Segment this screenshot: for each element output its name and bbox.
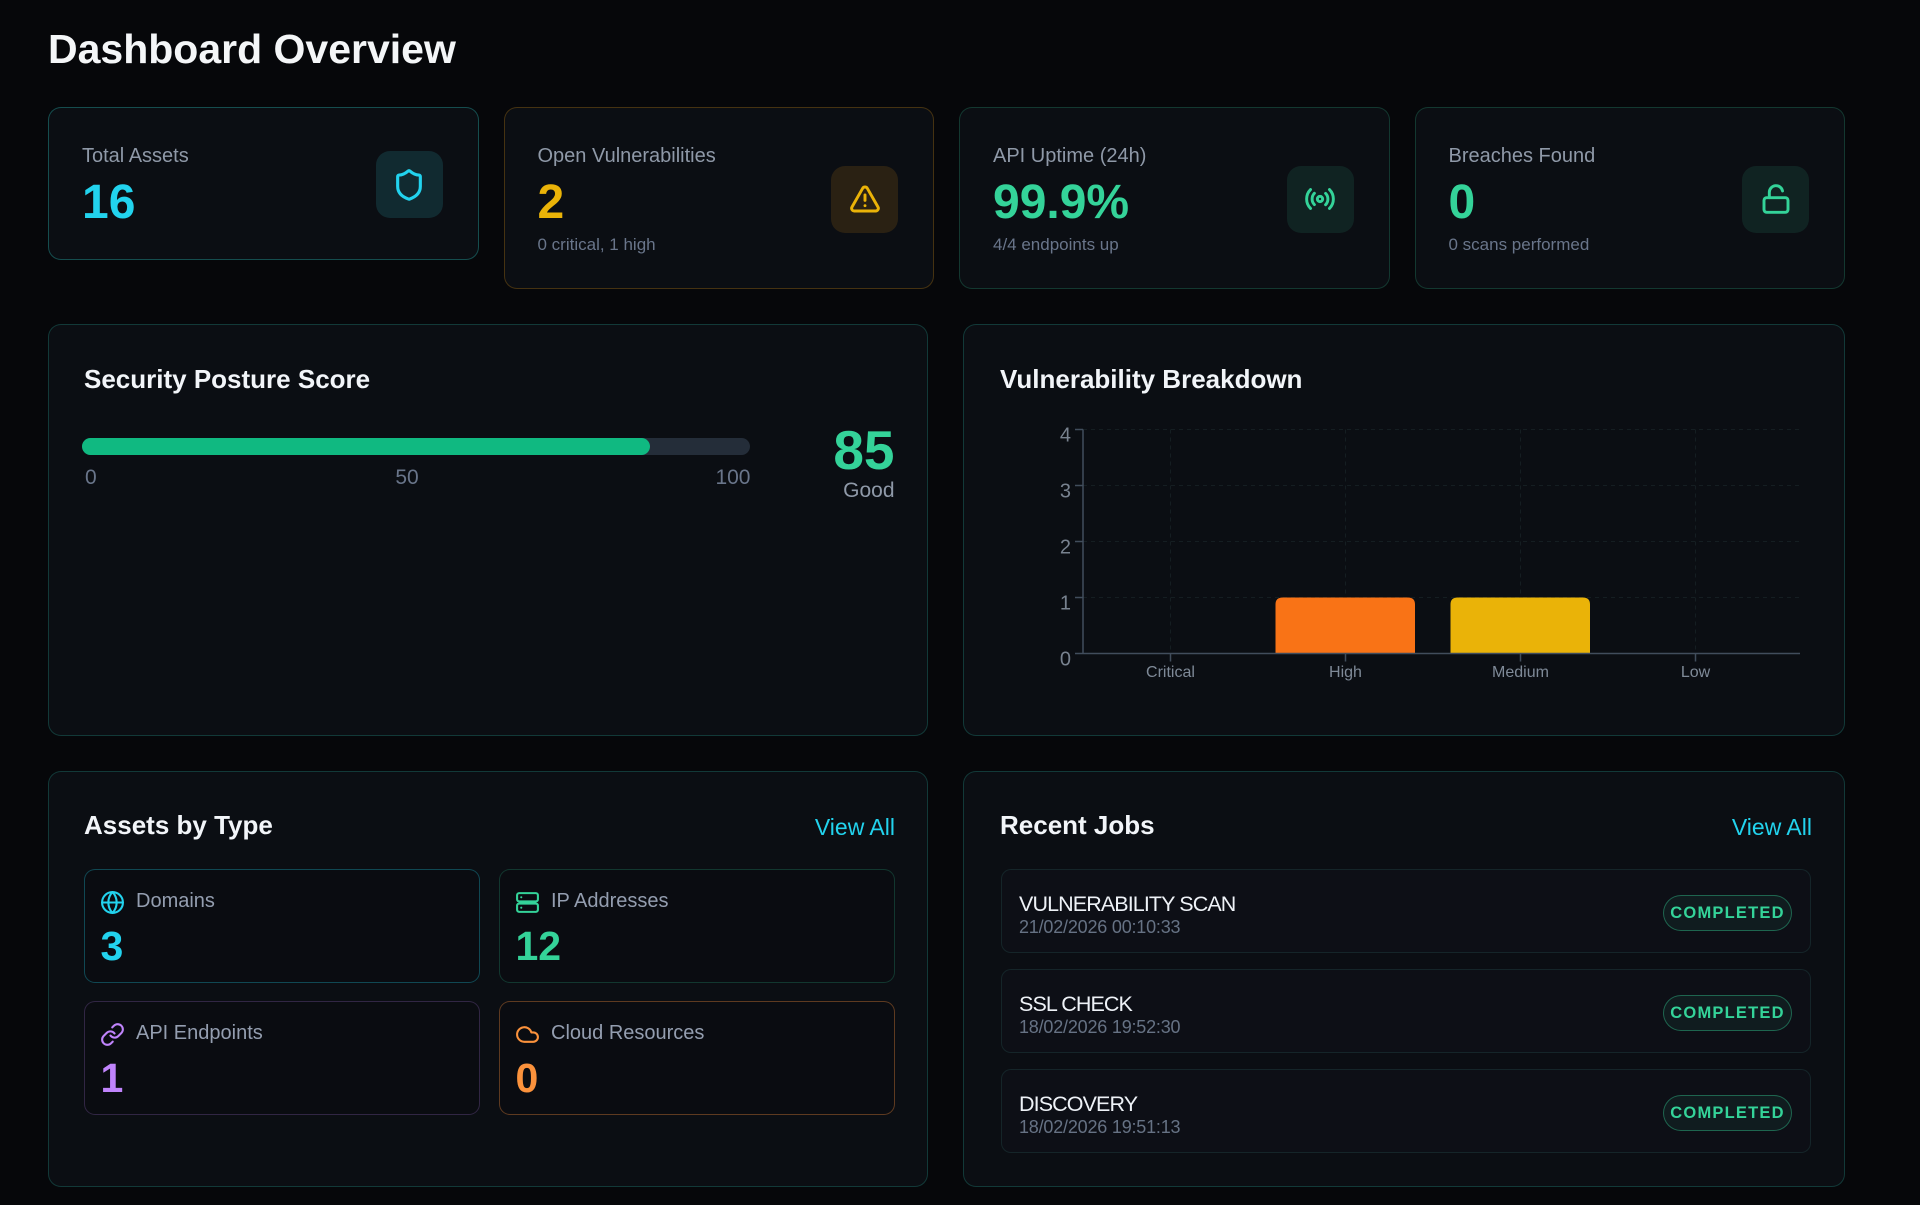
svg-text:1: 1	[1060, 592, 1071, 614]
svg-text:Medium: Medium	[1492, 664, 1549, 681]
svg-text:Low: Low	[1681, 664, 1711, 681]
svg-text:0: 0	[1060, 648, 1071, 670]
svg-text:High: High	[1329, 664, 1362, 681]
svg-text:Critical: Critical	[1146, 664, 1195, 681]
svg-text:2: 2	[1060, 536, 1071, 558]
svg-text:3: 3	[1060, 480, 1071, 502]
svg-text:4: 4	[1060, 424, 1071, 446]
